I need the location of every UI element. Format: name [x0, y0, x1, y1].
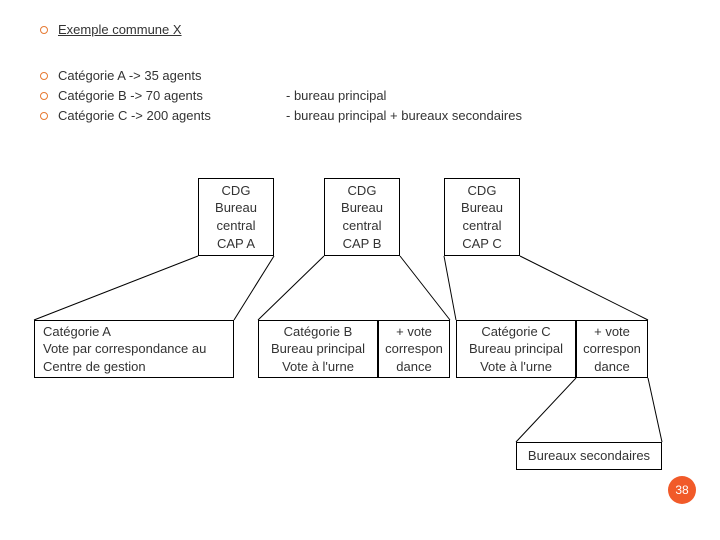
cat-line: Catégorie C — [481, 323, 550, 341]
cat-box-a: Catégorie A Vote par correspondance au C… — [34, 320, 234, 378]
cdg-box-a: CDG Bureau central CAP A — [198, 178, 274, 256]
note-c: - bureau principal + bureaux secondaires — [286, 108, 522, 123]
bullet-icon — [40, 26, 48, 34]
cdg-box-c: CDG Bureau central CAP C — [444, 178, 520, 256]
page-number: 38 — [675, 483, 688, 497]
cat-line: dance — [594, 358, 629, 376]
cdg-line: CDG — [468, 182, 497, 200]
cat-line: Catégorie A — [43, 323, 111, 341]
cdg-line: CAP A — [217, 235, 255, 253]
cat-line: Bureau principal — [271, 340, 365, 358]
secondary-box: Bureaux secondaires — [516, 442, 662, 470]
cat-line: Vote à l'urne — [282, 358, 354, 376]
note-b: - bureau principal — [286, 88, 386, 103]
title-row: Exemple commune X — [40, 22, 182, 37]
bullet-icon — [40, 92, 48, 100]
bullet-text: Catégorie C -> 200 agents — [58, 108, 211, 123]
bullet-cat-b: Catégorie B -> 70 agents — [40, 88, 203, 103]
cdg-line: Bureau — [215, 199, 257, 217]
cdg-line: Bureau — [461, 199, 503, 217]
cat-line: Catégorie B — [284, 323, 353, 341]
cdg-line: CAP B — [343, 235, 382, 253]
cdg-line: CDG — [348, 182, 377, 200]
cat-line: correspon — [583, 340, 641, 358]
cat-line: dance — [396, 358, 431, 376]
cdg-line: central — [462, 217, 501, 235]
cdg-line: CDG — [222, 182, 251, 200]
cdg-line: Bureau — [341, 199, 383, 217]
bullet-text: Catégorie B -> 70 agents — [58, 88, 203, 103]
cat-line: Vote à l'urne — [480, 358, 552, 376]
cat-line: + vote — [594, 323, 630, 341]
cdg-line: central — [216, 217, 255, 235]
cdg-line: central — [342, 217, 381, 235]
bullet-cat-a: Catégorie A -> 35 agents — [40, 68, 201, 83]
cat-line: Centre de gestion — [43, 358, 146, 376]
cat-box-c-vote: + vote correspon dance — [576, 320, 648, 378]
bullet-text: Catégorie A -> 35 agents — [58, 68, 201, 83]
cdg-box-b: CDG Bureau central CAP B — [324, 178, 400, 256]
cat-line: correspon — [385, 340, 443, 358]
cdg-line: CAP C — [462, 235, 502, 253]
bullet-cat-c: Catégorie C -> 200 agents — [40, 108, 211, 123]
bullet-icon — [40, 112, 48, 120]
secondary-text: Bureaux secondaires — [528, 447, 650, 465]
cat-line: Vote par correspondance au — [43, 340, 206, 358]
bullet-icon — [40, 72, 48, 80]
page-number-badge: 38 — [668, 476, 696, 504]
cat-line: Bureau principal — [469, 340, 563, 358]
cat-line: + vote — [396, 323, 432, 341]
cat-box-c: Catégorie C Bureau principal Vote à l'ur… — [456, 320, 576, 378]
cat-box-b-vote: + vote correspon dance — [378, 320, 450, 378]
cat-box-b: Catégorie B Bureau principal Vote à l'ur… — [258, 320, 378, 378]
page-title: Exemple commune X — [58, 22, 182, 37]
